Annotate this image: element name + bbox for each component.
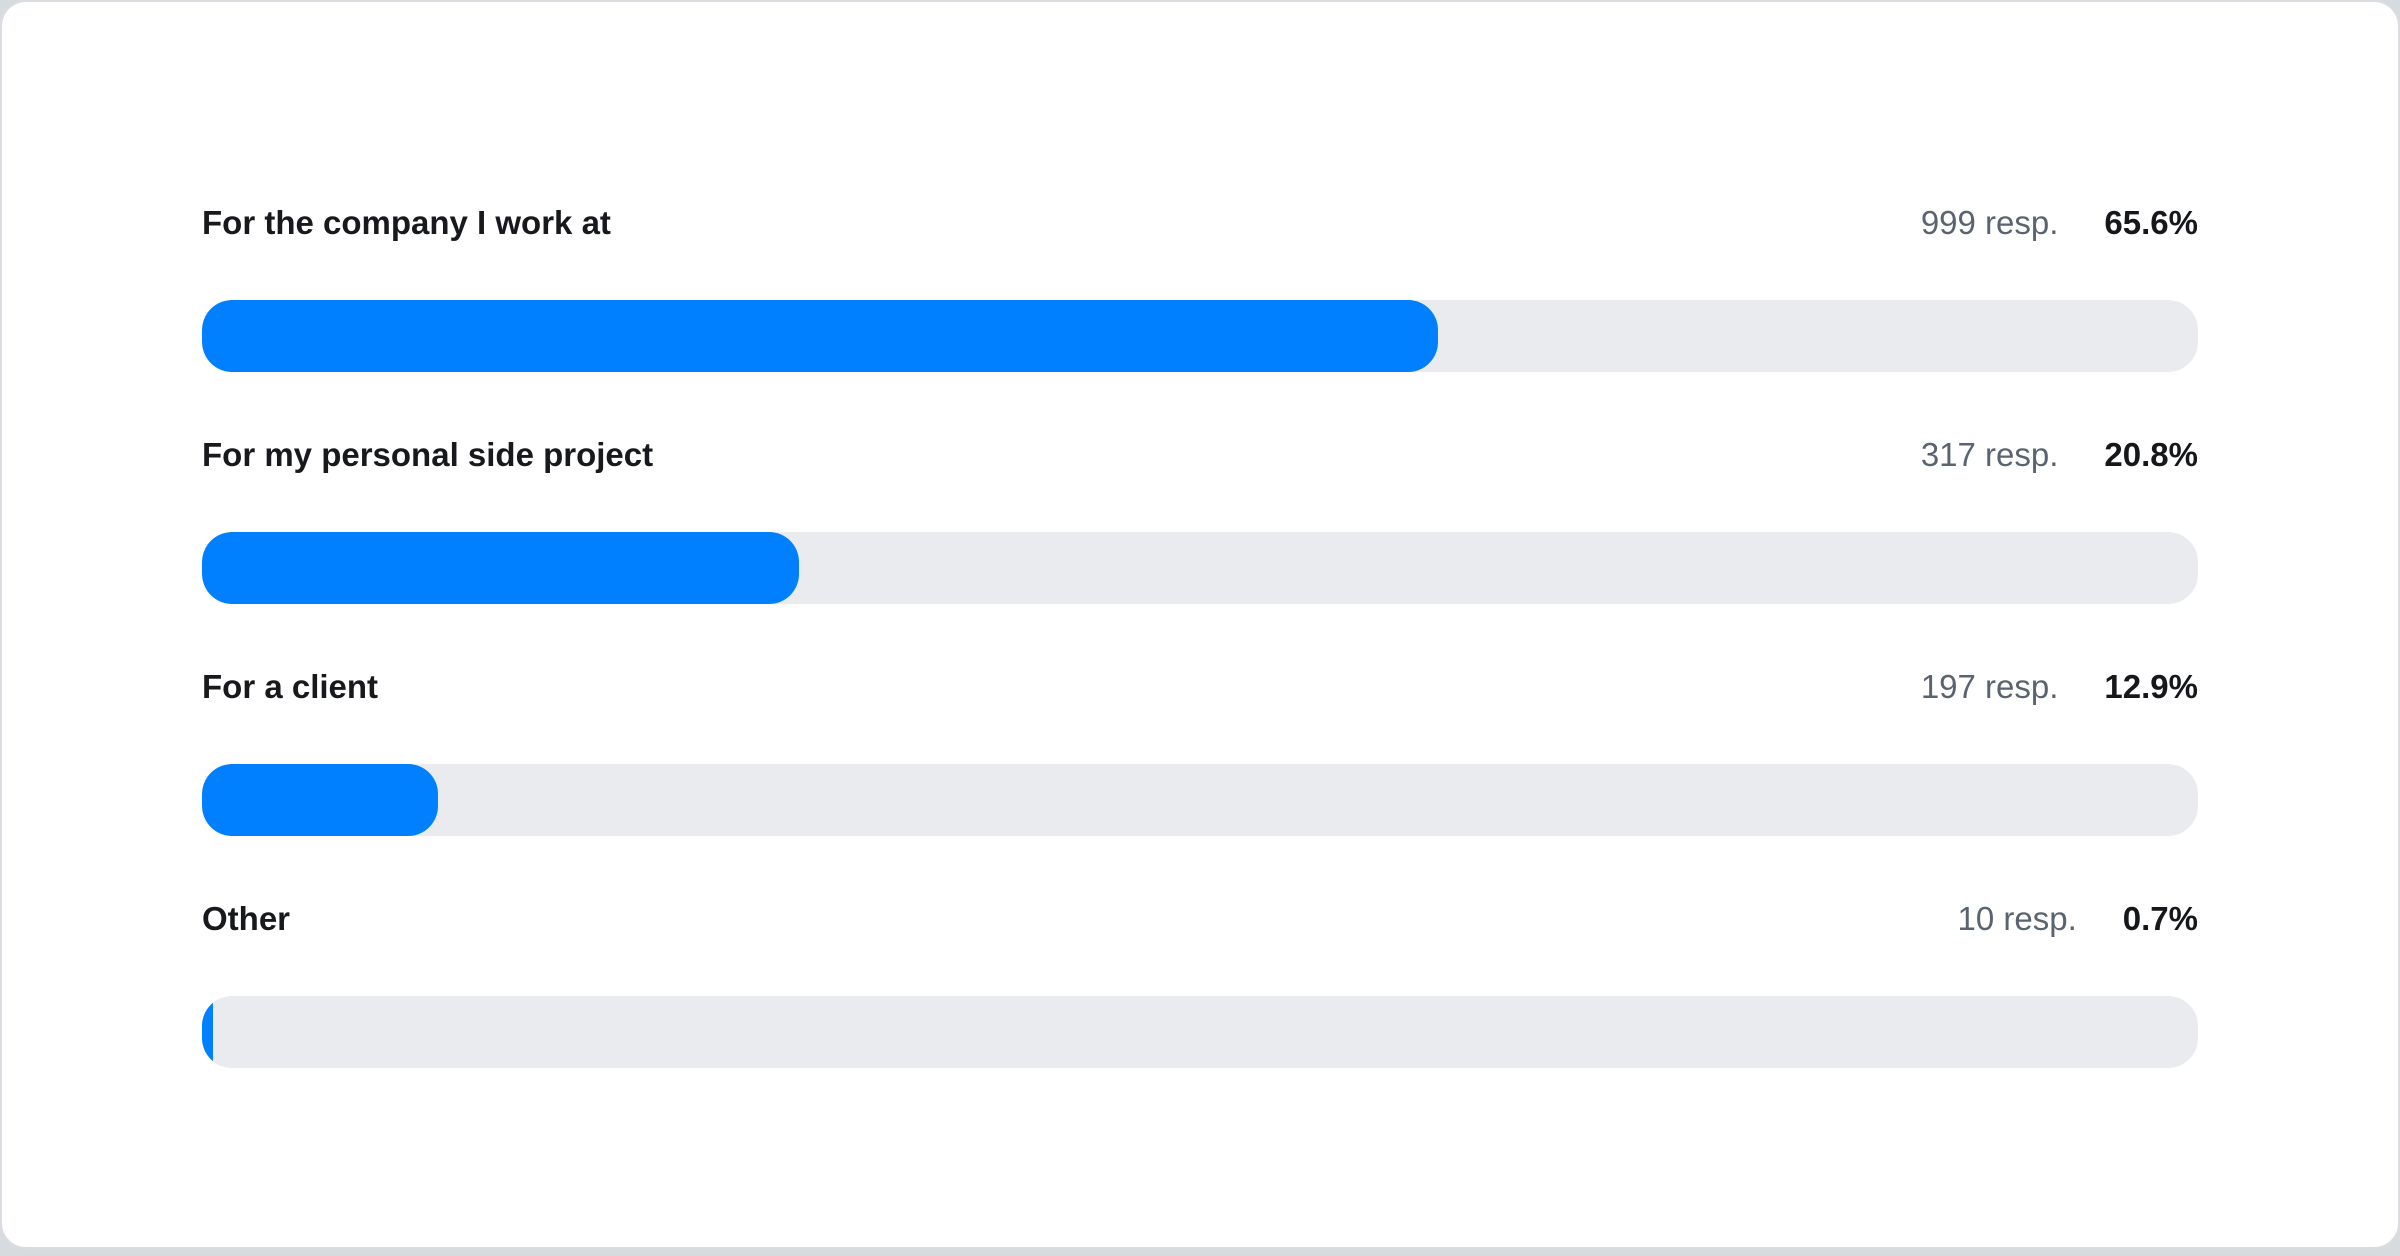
answer-label: For a client <box>202 668 379 705</box>
answer-label: Other <box>202 900 291 937</box>
responses-count: 197 resp. <box>1920 668 2059 705</box>
bar-fill <box>202 764 438 836</box>
bar-track <box>202 532 2198 604</box>
answer-row-personal: For my personal side project 317 resp. 2… <box>202 434 2198 604</box>
row-header: For my personal side project 317 resp. 2… <box>202 434 2198 476</box>
row-stats: 317 resp. 20.8% <box>1921 434 2198 476</box>
row-header: Other 10 resp. 0.7% <box>202 898 2198 940</box>
bar-track <box>202 764 2198 836</box>
responses-count: 999 resp. <box>1920 204 2059 241</box>
answer-rows: For the company I work at 999 resp. 65.6… <box>2 2 2398 1068</box>
bar-fill <box>202 996 213 1068</box>
row-header: For a client 197 resp. 12.9% <box>202 666 2198 708</box>
percent-value: 65.6% <box>2104 204 2198 241</box>
row-stats: 999 resp. 65.6% <box>1921 202 2198 244</box>
bar-track <box>202 300 2198 372</box>
percent-value: 0.7% <box>2122 900 2198 937</box>
percent-value: 12.9% <box>2104 668 2198 705</box>
answer-label: For my personal side project <box>202 436 654 473</box>
bar-track <box>202 996 2198 1068</box>
answer-row-client: For a client 197 resp. 12.9% <box>202 666 2198 836</box>
bar-fill <box>202 532 799 604</box>
answer-row-other: Other 10 resp. 0.7% <box>202 898 2198 1068</box>
answer-label: For the company I work at <box>202 204 611 241</box>
responses-count: 317 resp. <box>1920 436 2059 473</box>
row-stats: 10 resp. 0.7% <box>1958 898 2198 940</box>
percent-value: 20.8% <box>2104 436 2198 473</box>
row-stats: 197 resp. 12.9% <box>1921 666 2198 708</box>
answer-row-company: For the company I work at 999 resp. 65.6… <box>202 202 2198 372</box>
row-header: For the company I work at 999 resp. 65.6… <box>202 202 2198 244</box>
responses-count: 10 resp. <box>1957 900 2077 937</box>
bar-fill <box>202 300 1438 372</box>
